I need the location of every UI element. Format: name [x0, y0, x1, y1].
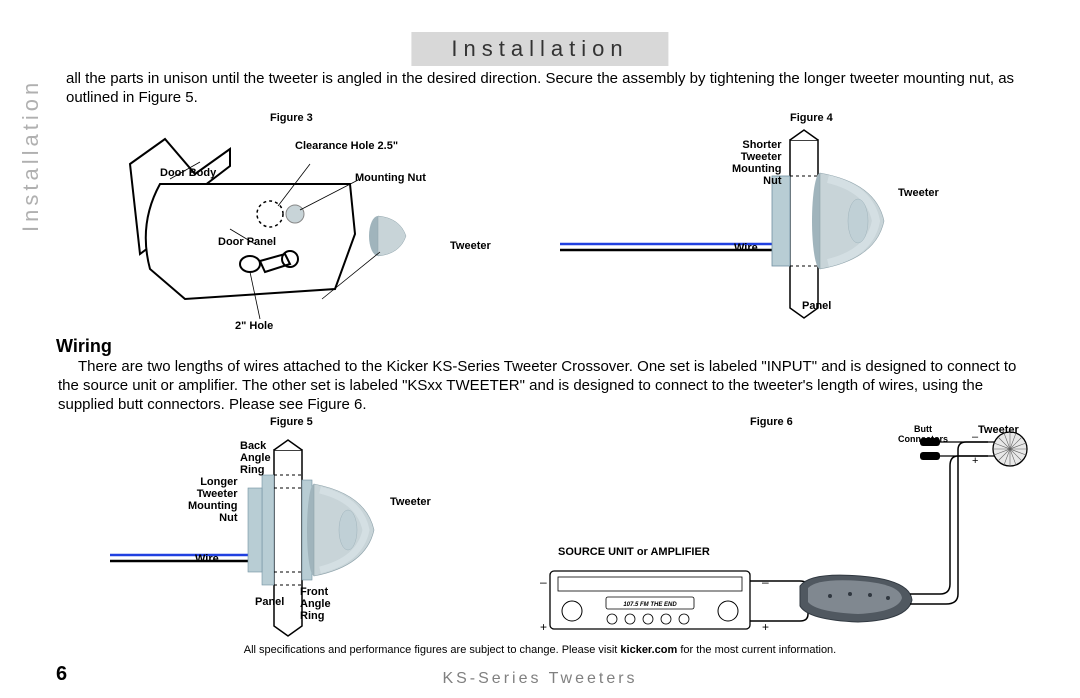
- vertical-section-title: Installation: [18, 30, 48, 280]
- disclaimer-suffix: for the most current information.: [677, 644, 836, 656]
- page-number: 6: [56, 663, 67, 686]
- fig4-tweeter-label: Tweeter: [898, 187, 939, 199]
- figure-6-diagram: 107.5 FM THE END – + – +: [500, 416, 1060, 646]
- disclaimer-prefix: All specifications and performance figur…: [244, 644, 621, 656]
- fig5-longer-nut-label: Longer Tweeter Mounting Nut: [188, 476, 237, 524]
- fig5-panel-label: Panel: [255, 596, 284, 608]
- fig3-two-inch-label: 2" Hole: [235, 320, 273, 332]
- fig3-mounting-nut-label: Mounting Nut: [355, 172, 426, 184]
- svg-text:+: +: [762, 620, 769, 634]
- figure-5-label: Figure 5: [270, 416, 313, 428]
- fig4-shorter-nut-label: Shorter Tweeter Mounting Nut: [732, 139, 781, 187]
- figure-3: Figure 3 Door: [100, 112, 560, 322]
- figure-row-1: Figure 3 Door: [100, 112, 1020, 322]
- wiring-heading: Wiring: [56, 336, 112, 357]
- svg-text:+: +: [540, 620, 547, 634]
- figure-5-diagram: [100, 430, 470, 660]
- fig5-front-ring-label: Front Angle Ring: [300, 586, 331, 622]
- fig6-source-label: SOURCE UNIT or AMPLIFIER: [558, 546, 710, 558]
- svg-text:–: –: [762, 575, 769, 589]
- fig6-butt-label: Butt Connectors: [898, 424, 948, 444]
- fig5-wire-label: Wire: [195, 553, 219, 565]
- fig5-back-ring-label: Back Angle Ring: [240, 440, 271, 476]
- fig4-wire-label: Wire: [734, 242, 758, 254]
- figure-5: Figure 5 B: [100, 416, 470, 646]
- figure-4-label: Figure 4: [790, 112, 833, 124]
- fig5-tweeter-label: Tweeter: [390, 496, 431, 508]
- disclaimer-link: kicker.com: [620, 644, 677, 656]
- disclaimer: All specifications and performance figur…: [0, 644, 1080, 656]
- fig3-door-panel-label: Door Panel: [218, 236, 276, 248]
- footer-title: KS-Series Tweeters: [442, 670, 637, 688]
- fig3-tweeter-label: Tweeter: [450, 240, 491, 252]
- fig3-clearance-label: Clearance Hole 2.5": [295, 140, 398, 152]
- fig6-radio-display: 107.5 FM THE END: [623, 602, 677, 608]
- wiring-paragraph: There are two lengths of wires attached …: [58, 358, 1040, 414]
- figure-3-diagram: [100, 124, 560, 334]
- fig3-door-body-label: Door Body: [160, 167, 216, 179]
- figure-6: Figure 6 107.5 FM THE END – + – +: [500, 416, 1060, 646]
- fig6-tweeter-label: Tweeter: [978, 424, 1019, 436]
- figure-3-label: Figure 3: [270, 112, 313, 124]
- fig4-panel-label: Panel: [802, 300, 831, 312]
- figure-row-2: Figure 5 B: [100, 416, 1040, 646]
- svg-text:–: –: [540, 575, 547, 589]
- intro-paragraph: all the parts in unison until the tweete…: [66, 70, 1040, 108]
- svg-text:+: +: [972, 455, 978, 467]
- section-banner: Installation: [411, 32, 668, 66]
- figure-4: Figure 4 Shorter Tweeter Mounting Nut Tw…: [520, 112, 1000, 322]
